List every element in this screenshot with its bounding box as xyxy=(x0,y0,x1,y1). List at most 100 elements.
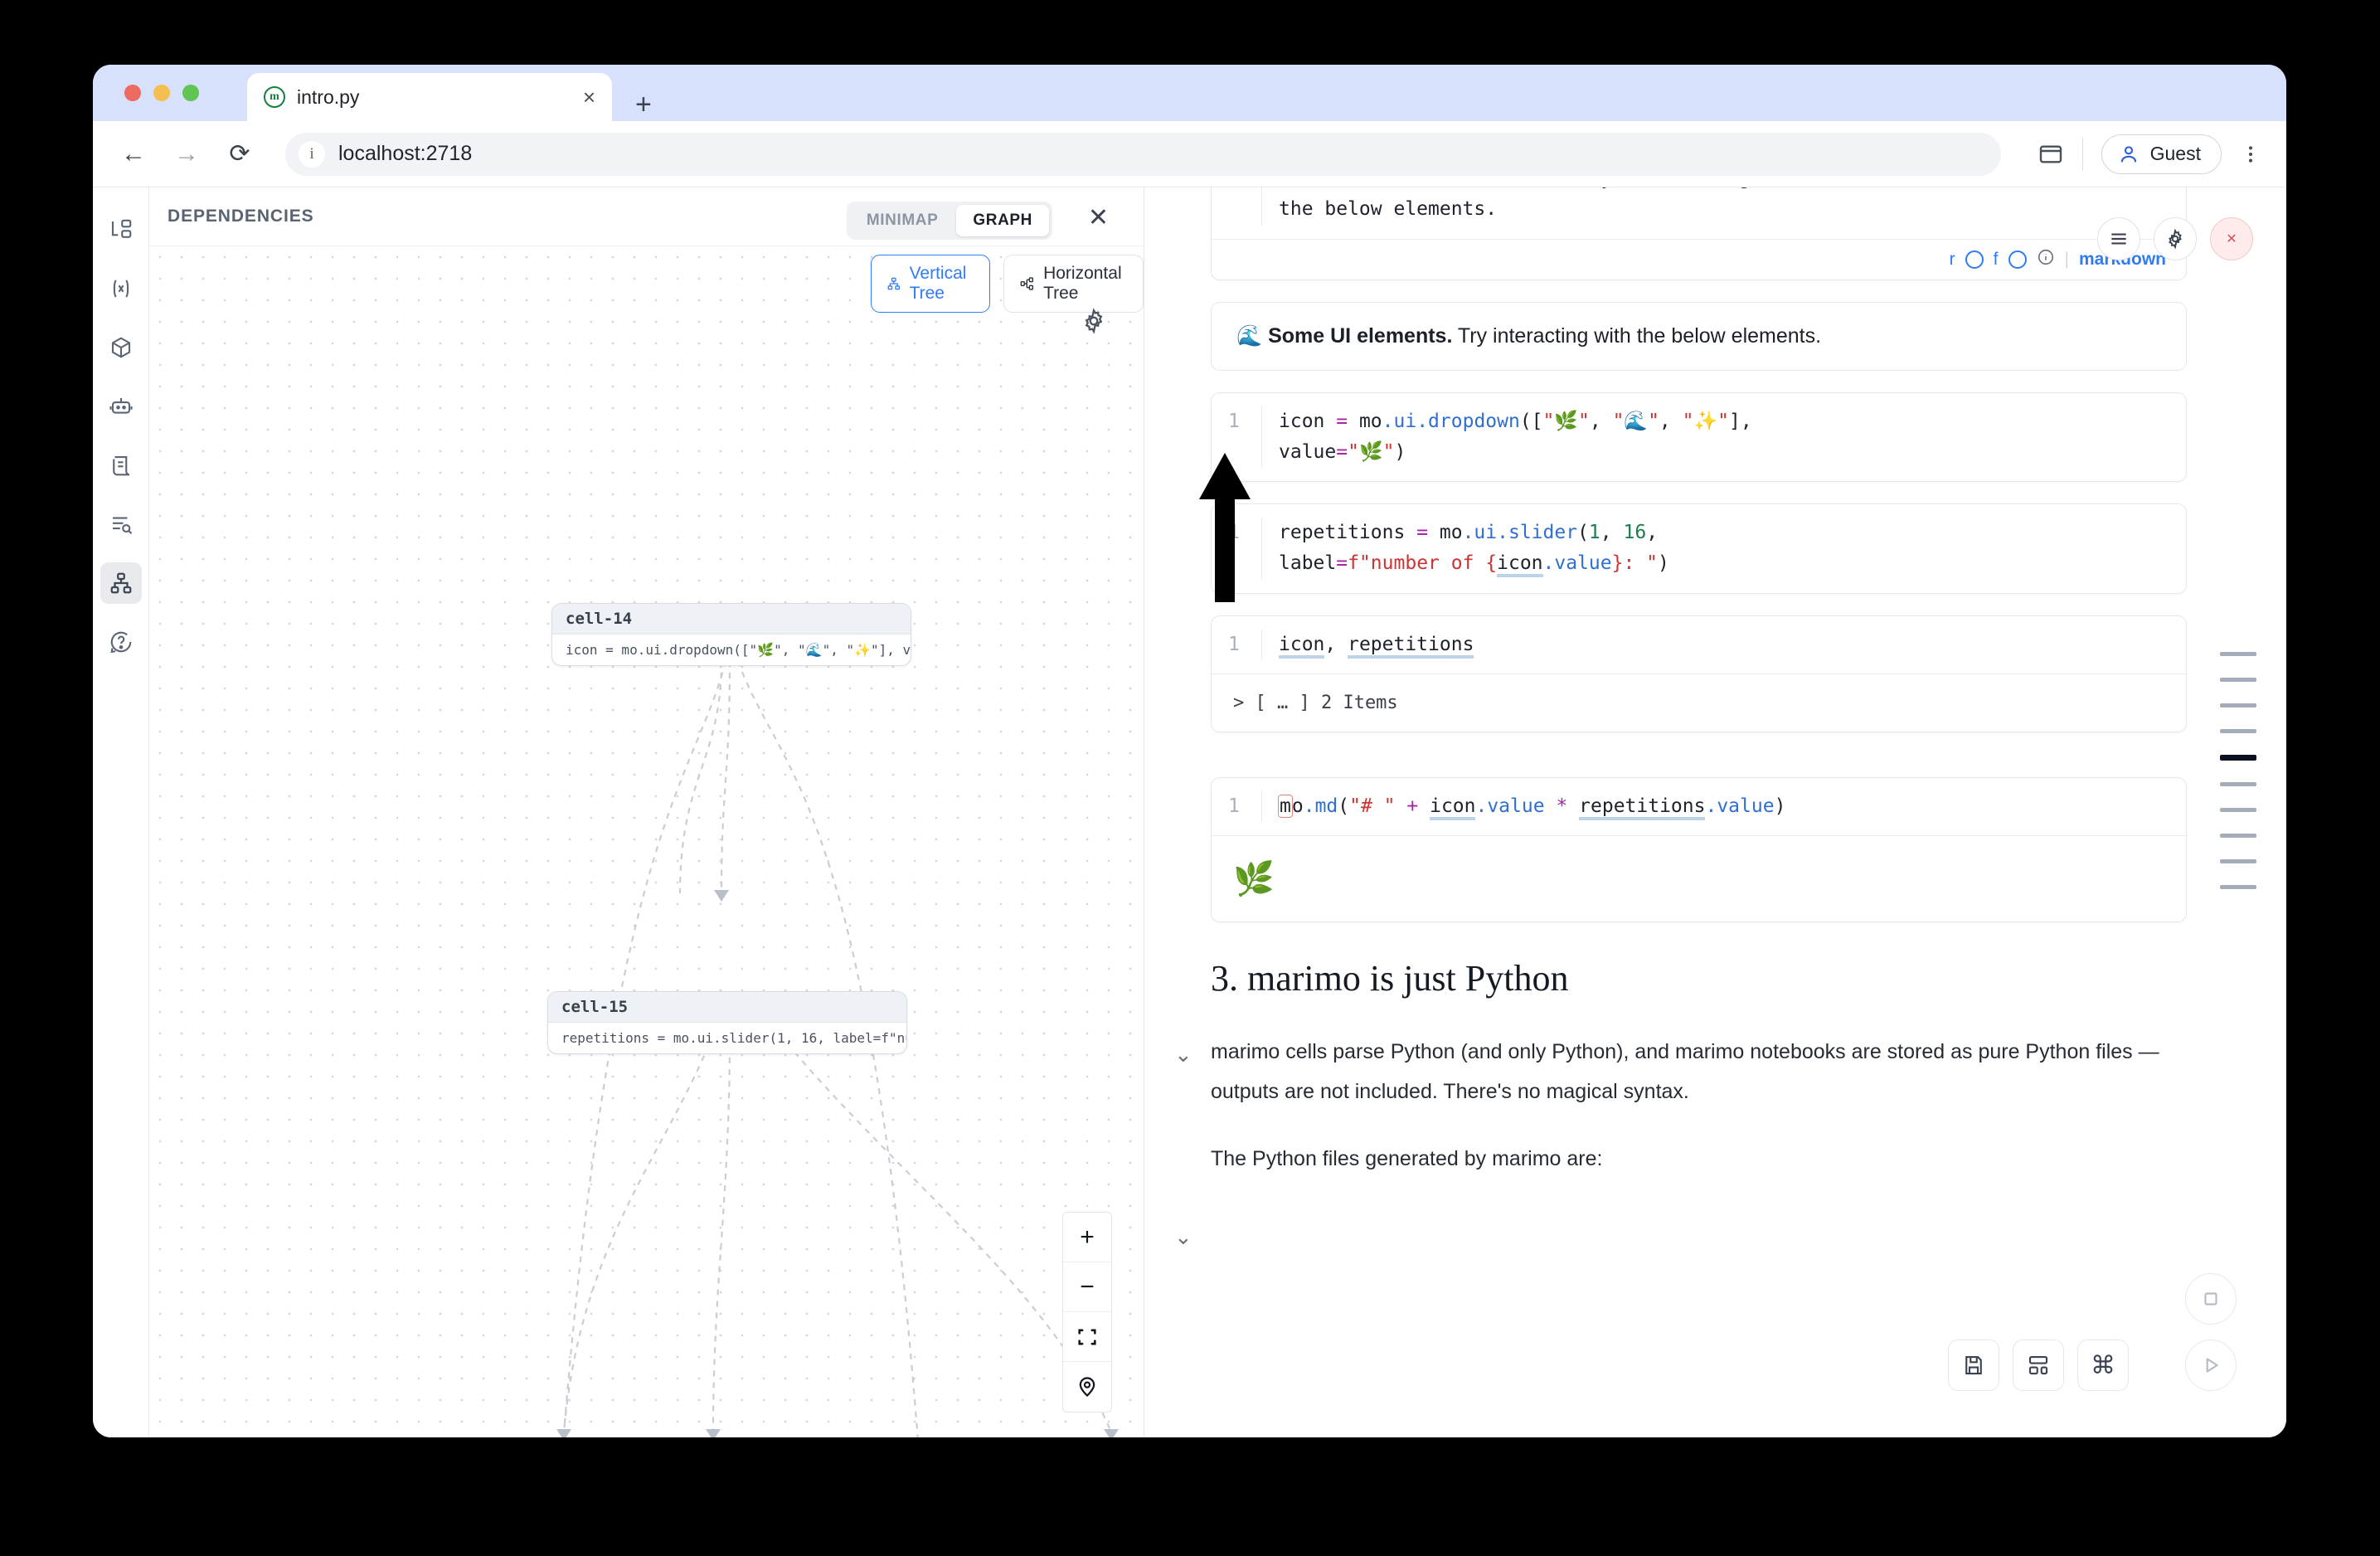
collapse-section-chevron[interactable]: ⌄ xyxy=(1174,1224,1192,1249)
cell-output[interactable]: > [ … ] 2 Items xyxy=(1212,673,2186,732)
line-number: 1 xyxy=(1228,633,1240,655)
browser-window: m intro.py × + ← → ⟳ i localhost:2718 G xyxy=(93,65,2286,1437)
vertical-tree-label: Vertical Tree xyxy=(909,264,967,303)
sidebar-item-outline[interactable] xyxy=(100,503,142,545)
tab-title: intro.py xyxy=(297,85,360,108)
layout-icon[interactable] xyxy=(2013,1340,2064,1391)
graph-canvas[interactable]: Vertical Tree Horizontal Tree xyxy=(149,246,1144,1437)
layout-controls: Vertical Tree Horizontal Tree xyxy=(871,255,1144,313)
cell-editor[interactable]: 1 icon = mo.ui.dropdown(["🌿", "🌊", "✨"],… xyxy=(1212,393,2186,482)
tab-minimap[interactable]: MINIMAP xyxy=(866,212,939,229)
sidebar-item-file-explorer[interactable] xyxy=(100,209,142,250)
section-paragraph: The Python files generated by marimo are… xyxy=(1211,1147,1603,1170)
notebook-cell[interactable]: 1 mo.md("# " + icon.value * repetitions.… xyxy=(1211,776,2187,922)
graph-node[interactable]: cell-14 icon = mo.ui.dropdown(["🌿", "🌊",… xyxy=(551,603,911,666)
tab-graph[interactable]: GRAPH xyxy=(956,205,1049,236)
node-code: repetitions = mo.ui.slider(1, 16, label=… xyxy=(561,1030,906,1046)
cell-editor[interactable]: 1 """🌊 Some UI elements."" Try interacti… xyxy=(1212,187,2186,239)
node-code: icon = mo.ui.dropdown(["🌿", "🌊", "✨"], v… xyxy=(566,642,911,658)
horizontal-tree-label: Horizontal Tree xyxy=(1043,264,1122,303)
search-tabs-icon[interactable] xyxy=(2038,141,2064,168)
info-icon[interactable] xyxy=(2037,248,2055,271)
marimo-favicon-icon: m xyxy=(264,86,285,108)
scroll-markers[interactable] xyxy=(2220,652,2256,889)
scroll-mark[interactable] xyxy=(2220,808,2256,812)
stop-icon[interactable] xyxy=(2185,1273,2237,1325)
sidebar-item-documentation[interactable] xyxy=(100,445,142,486)
profile-button[interactable]: Guest xyxy=(2101,134,2222,174)
scroll-mark[interactable] xyxy=(2220,885,2256,889)
scroll-mark[interactable] xyxy=(2220,859,2256,863)
notebook-panel[interactable]: 1 """🌊 Some UI elements."" Try interacti… xyxy=(1144,187,2286,1437)
scroll-mark[interactable] xyxy=(2220,834,2256,838)
back-button[interactable]: ← xyxy=(121,139,146,168)
line-number: 1 xyxy=(1228,187,1261,226)
cell-editor[interactable]: 1 mo.md("# " + icon.value * repetitions.… xyxy=(1212,778,2186,835)
fit-view-icon[interactable] xyxy=(1063,1312,1111,1362)
cell-output[interactable]: 🌿 xyxy=(1212,835,2186,921)
cell-editor[interactable]: 1 icon, repetitions xyxy=(1212,616,2186,673)
sidebar-item-ai-assistant[interactable] xyxy=(100,386,142,427)
marimo-app: DEPENDENCIES MINIMAP GRAPH ✕ Vertical Tr… xyxy=(93,187,2286,1437)
vertical-tree-button[interactable]: Vertical Tree xyxy=(871,255,991,313)
notebook-cell[interactable]: 1 repetitions = mo.ui.slider(1, 16, labe… xyxy=(1211,503,2187,594)
close-tab-icon[interactable]: × xyxy=(582,85,595,109)
site-info-icon[interactable]: i xyxy=(299,140,325,168)
minimize-window-button[interactable] xyxy=(153,85,170,101)
scroll-mark[interactable] xyxy=(2220,782,2256,786)
forward-button[interactable]: → xyxy=(174,139,199,168)
sidebar-item-packages[interactable] xyxy=(100,327,142,368)
address-bar[interactable]: i localhost:2718 xyxy=(285,132,2001,176)
browser-tab[interactable]: m intro.py × xyxy=(247,73,612,121)
freeze-toggle[interactable] xyxy=(2008,250,2027,269)
maximize-window-button[interactable] xyxy=(182,85,199,101)
gear-icon[interactable] xyxy=(2154,217,2197,260)
section-paragraph: marimo cells parse Python (and only Pyth… xyxy=(1211,1040,2159,1103)
sidebar-item-dependency-graph[interactable] xyxy=(100,562,142,604)
browser-menu-icon[interactable] xyxy=(2240,142,2261,167)
run-toggle[interactable] xyxy=(1965,250,1984,269)
scroll-mark[interactable] xyxy=(2220,729,2256,733)
save-icon[interactable] xyxy=(1948,1340,1999,1391)
collapse-cell-chevron[interactable]: ⌄ xyxy=(1174,1042,1192,1067)
graph-settings-icon[interactable] xyxy=(1081,308,1107,338)
graph-zoom-controls: + − xyxy=(1062,1212,1112,1413)
cell-editor[interactable]: 1 repetitions = mo.ui.slider(1, 16, labe… xyxy=(1212,504,2186,593)
horizontal-tree-button[interactable]: Horizontal Tree xyxy=(1003,255,1144,313)
cell-action-buttons: ✕ xyxy=(2097,217,2253,260)
code-content: icon, repetitions xyxy=(1261,629,1474,660)
wave-emoji: 🌊 xyxy=(1236,323,1263,348)
markdown-rest: Try interacting with the below elements. xyxy=(1452,323,1822,348)
scroll-mark[interactable] xyxy=(2220,678,2256,682)
menu-icon[interactable] xyxy=(2097,217,2140,260)
graph-node[interactable]: cell-15 repetitions = mo.ui.slider(1, 16… xyxy=(547,991,907,1054)
markdown-output: 🌊 Some UI elements. Try interacting with… xyxy=(1211,301,2187,371)
notebook-cell[interactable]: 1 icon, repetitions > [ … ] 2 Items xyxy=(1211,615,2187,732)
section-heading: 3. marimo is just Python xyxy=(1211,958,1569,999)
line-number: 1 xyxy=(1228,795,1240,817)
run-icon[interactable] xyxy=(2185,1340,2237,1391)
notebook-cell[interactable]: 1 """🌊 Some UI elements."" Try interacti… xyxy=(1211,187,2187,280)
freeze-label: f xyxy=(1993,249,1999,269)
zoom-out-button[interactable]: − xyxy=(1063,1262,1111,1312)
close-panel-icon[interactable]: ✕ xyxy=(1087,204,1109,231)
sidebar-item-variables[interactable] xyxy=(100,268,142,309)
toolbar-divider xyxy=(2081,137,2083,171)
notebook-cell[interactable]: 1 icon = mo.ui.dropdown(["🌿", "🌊", "✨"],… xyxy=(1211,391,2187,482)
zoom-in-button[interactable]: + xyxy=(1063,1213,1111,1262)
reload-button[interactable]: ⟳ xyxy=(229,140,250,168)
run-on-change-label: r xyxy=(1949,249,1955,269)
scroll-mark-current[interactable] xyxy=(2220,755,2256,761)
sidebar-item-help[interactable] xyxy=(100,621,142,663)
scroll-mark[interactable] xyxy=(2220,652,2256,656)
code-content: mo.md("# " + icon.value * repetitions.va… xyxy=(1261,790,1785,822)
graph-edges xyxy=(556,660,1119,1437)
close-icon[interactable]: ✕ xyxy=(2210,217,2253,260)
profile-label: Guest xyxy=(2149,143,2201,164)
node-title: cell-15 xyxy=(548,992,906,1023)
command-palette-icon[interactable]: ⌘ xyxy=(2077,1340,2129,1391)
new-tab-button[interactable]: + xyxy=(635,89,652,120)
close-window-button[interactable] xyxy=(124,85,141,101)
locate-icon[interactable] xyxy=(1063,1362,1111,1412)
scroll-mark[interactable] xyxy=(2220,703,2256,707)
